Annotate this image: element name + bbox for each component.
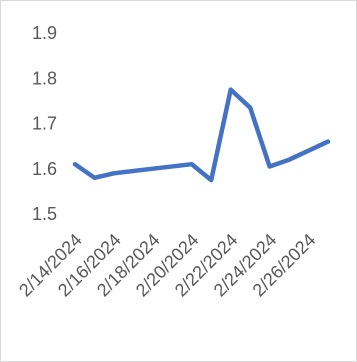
y-tick-label: 1.6 bbox=[32, 159, 57, 179]
series-layer bbox=[72, 87, 331, 183]
y-tick-label: 1.8 bbox=[32, 68, 57, 88]
y-tick-label: 1.9 bbox=[32, 23, 57, 43]
y-axis-ticks: 1.9 1.8 1.7 1.6 1.5 bbox=[32, 23, 57, 224]
y-tick-label: 1.7 bbox=[32, 114, 57, 134]
x-axis-ticks: 2/14/20242/16/20242/18/20242/20/20242/22… bbox=[15, 230, 319, 301]
series-line-0 bbox=[72, 87, 331, 183]
y-tick-label: 1.5 bbox=[32, 204, 57, 224]
